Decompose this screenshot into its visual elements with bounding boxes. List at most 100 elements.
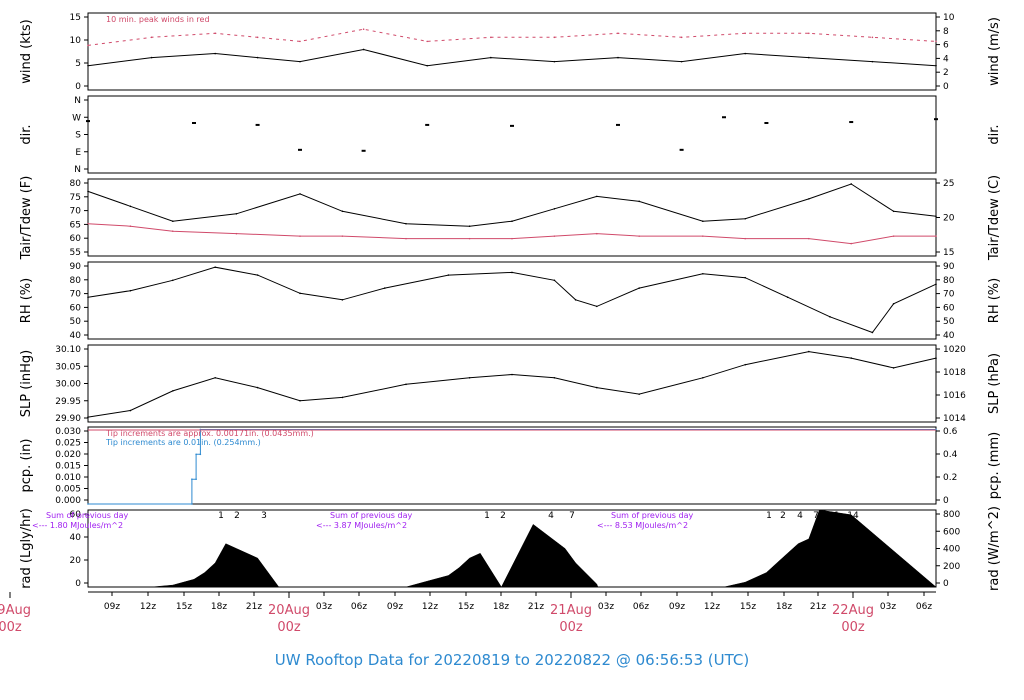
data-point xyxy=(195,478,197,480)
y-axis-label: pcp. (in) xyxy=(19,439,34,493)
data-point xyxy=(299,235,301,237)
x-tick-label: 03z xyxy=(316,602,332,612)
data-point xyxy=(150,56,153,59)
y-tick-label: 30.10 xyxy=(55,345,81,355)
data-point xyxy=(214,52,216,55)
panel-pressure xyxy=(87,344,937,423)
x-tick-label: 21z xyxy=(246,602,262,612)
y-axis-label-right: RH (%) xyxy=(987,278,1002,323)
x-tick-label: 09z xyxy=(104,602,120,612)
data-point xyxy=(511,237,513,240)
y-tick-label-right: 20 xyxy=(943,214,955,224)
direction-point xyxy=(764,122,769,124)
radiation-area xyxy=(88,509,937,588)
data-point xyxy=(850,357,852,359)
direction-point xyxy=(425,123,430,126)
y-tick-label: 0 xyxy=(75,82,81,92)
y-axis-label-right: wind (m/s) xyxy=(987,17,1002,86)
data-point xyxy=(362,28,365,31)
data-point xyxy=(256,274,259,276)
y-tick-label-right: 0.4 xyxy=(943,450,958,460)
panel-radiation xyxy=(87,509,937,588)
data-point xyxy=(617,32,619,35)
data-point xyxy=(341,210,344,213)
data-point xyxy=(808,350,810,353)
y-tick-label: 40 xyxy=(70,331,82,341)
data-point xyxy=(702,376,704,379)
data-point xyxy=(850,242,852,245)
series-line-Tdew xyxy=(87,223,936,245)
y-tick-label: 0.005 xyxy=(55,485,81,495)
direction-point xyxy=(934,118,938,121)
y-tick-label-right: 60 xyxy=(943,303,955,313)
y-tick-label-right: 200 xyxy=(943,562,960,572)
direction-point xyxy=(255,123,260,126)
event-mark: 14 xyxy=(847,511,859,521)
day-hour-label: 00z xyxy=(277,620,301,635)
data-point xyxy=(829,316,831,318)
y-tick-label-right: 90 xyxy=(943,262,955,272)
y-tick-label: 60 xyxy=(70,510,82,520)
data-point xyxy=(892,367,895,369)
data-point xyxy=(129,289,132,292)
y-axis-label: Tair/Tdew (F) xyxy=(19,176,34,261)
data-point xyxy=(871,60,874,63)
day-label: 20Aug xyxy=(268,603,310,618)
daily-sum-note: Sum of previous day xyxy=(611,511,693,520)
y-axis-label-right: pcp. (mm) xyxy=(987,432,1002,499)
data-point xyxy=(129,225,132,227)
data-point xyxy=(596,305,598,308)
x-tick-label: 21z xyxy=(810,602,826,612)
data-point xyxy=(256,386,259,389)
data-point xyxy=(299,399,301,402)
data-point xyxy=(935,283,937,285)
data-point xyxy=(256,36,259,39)
y-tick-label-right: 1016 xyxy=(943,391,966,401)
direction-point xyxy=(298,148,302,151)
y-tick-label: N xyxy=(74,96,81,106)
data-point xyxy=(892,302,895,305)
data-point xyxy=(426,64,429,67)
y-tick-label: 75 xyxy=(70,193,81,203)
data-point xyxy=(553,376,556,379)
series-line-RH xyxy=(87,266,937,334)
event-mark: 2 xyxy=(780,511,786,521)
direction-point xyxy=(616,123,620,126)
panel-direction xyxy=(86,95,938,174)
y-tick-label-right: 4 xyxy=(943,54,949,64)
data-point xyxy=(214,32,216,35)
direction-point xyxy=(722,116,726,119)
x-tick-label: 15z xyxy=(740,602,756,612)
data-point xyxy=(850,183,852,185)
x-tick-label: 21z xyxy=(528,602,544,612)
y-tick-label: 80 xyxy=(70,179,82,189)
series-line-peak xyxy=(87,28,937,46)
x-tick-label: 18z xyxy=(776,602,792,612)
data-point xyxy=(87,503,89,505)
y-tick-label: 0 xyxy=(75,579,81,589)
data-point xyxy=(808,56,810,59)
data-point xyxy=(617,56,619,59)
direction-point xyxy=(86,120,90,123)
y-tick-label: 0.010 xyxy=(55,473,81,483)
data-point xyxy=(680,36,683,39)
data-point xyxy=(553,60,556,63)
data-point xyxy=(553,208,556,210)
day-label: 22Aug xyxy=(832,603,874,618)
data-point xyxy=(553,235,556,237)
x-tick-label: 18z xyxy=(211,602,227,612)
y-axis-label: rad (Lgly/hr) xyxy=(19,508,34,589)
y-tick-label: 60 xyxy=(70,303,82,313)
x-tick-label: 06z xyxy=(351,602,367,612)
data-point xyxy=(808,32,810,35)
y-axis-label: SLP (inHg) xyxy=(19,350,34,418)
daily-sum-note: <--- 3.87 MJoules/m^2 xyxy=(316,521,407,530)
data-point xyxy=(172,279,174,282)
y-tick-label: W xyxy=(72,113,81,123)
y-tick-label-right: 0 xyxy=(943,496,949,506)
direction-point xyxy=(679,148,684,151)
x-tick-label: 06z xyxy=(633,602,649,612)
panel-temperature xyxy=(87,178,937,257)
data-point xyxy=(935,235,937,237)
